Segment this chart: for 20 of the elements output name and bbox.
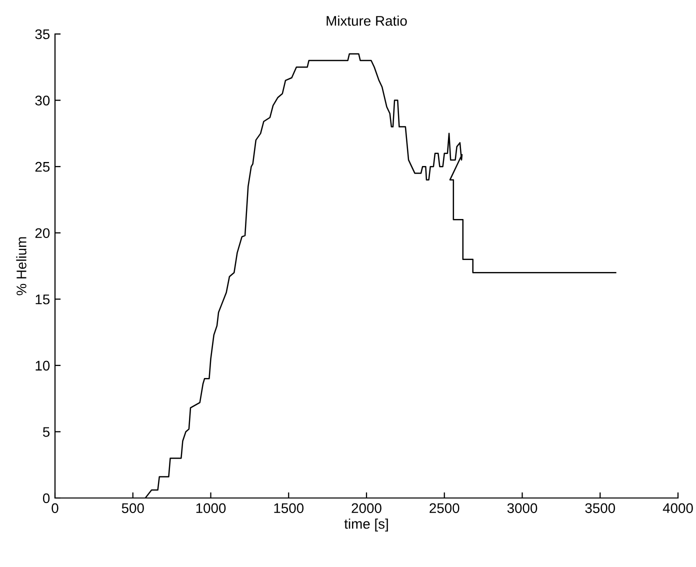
y-tick-label: 0 <box>42 493 50 504</box>
chart-title: Mixture Ratio <box>326 16 407 26</box>
y-axis-title: % Helium <box>16 237 26 296</box>
x-tick-label: 0 <box>52 503 58 514</box>
y-tick-label: 25 <box>35 162 50 172</box>
x-tick-label: 2000 <box>352 503 382 514</box>
y-tick-label: 10 <box>36 360 50 371</box>
x-tick-label: 1000 <box>196 503 226 514</box>
x-tick-label: 500 <box>122 503 144 514</box>
y-tick-label: 30 <box>35 96 50 106</box>
y-tick-label: 5 <box>42 427 50 437</box>
x-tick-label: 1500 <box>274 503 304 514</box>
y-tick-label: 35 <box>35 29 50 40</box>
y-tick-label: 15 <box>36 294 50 304</box>
x-tick-label: 2500 <box>430 503 460 514</box>
x-tick-label: 3500 <box>585 503 616 514</box>
y-tick-label: 20 <box>35 228 50 238</box>
x-axis-title: time [s] <box>344 518 388 532</box>
x-tick-label: 4000 <box>662 503 693 514</box>
x-tick-label: 3000 <box>507 503 538 514</box>
